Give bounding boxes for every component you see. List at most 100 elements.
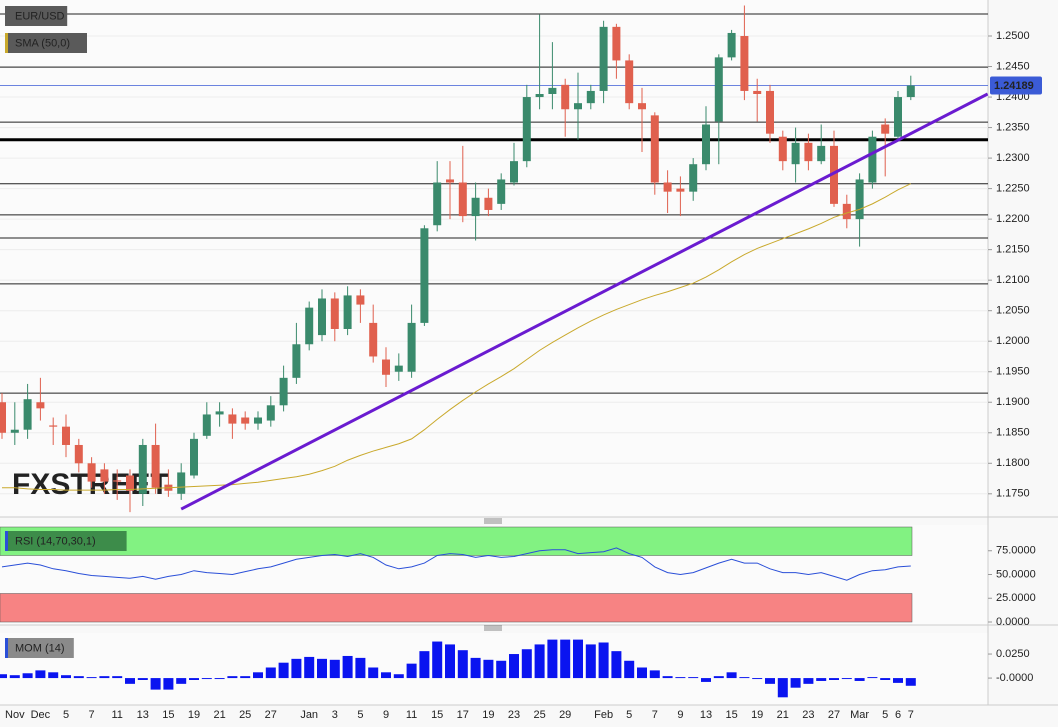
rsi-line	[1, 547, 911, 581]
mom-bar	[150, 678, 161, 690]
last-price-label: 1.24189	[994, 80, 1034, 92]
y-tick-label: 1.2100	[996, 274, 1030, 286]
x-tick-label: 3	[332, 709, 338, 721]
label-text: RSI (14,70,30,1)	[15, 535, 96, 547]
candle-body	[804, 142, 813, 162]
mom-bar	[777, 678, 788, 698]
candle-body	[318, 298, 326, 336]
candle-body	[778, 136, 787, 162]
mom-bar	[112, 676, 123, 679]
mom-bar	[880, 678, 891, 680]
candle-body	[510, 161, 518, 183]
x-tick-label: 19	[482, 709, 494, 721]
candle-body	[420, 228, 429, 323]
candle-body	[330, 298, 339, 329]
candle-body	[714, 57, 723, 122]
y-tick-label: 1.2150	[996, 244, 1030, 256]
mom-bar	[496, 660, 507, 679]
mom-bar	[547, 639, 558, 679]
label-accent	[5, 33, 8, 53]
candle-body	[574, 103, 582, 110]
x-tick-label: 15	[162, 709, 174, 721]
mom-bar	[419, 651, 430, 679]
candle-body	[202, 414, 211, 436]
candle-body	[586, 90, 595, 104]
mom-bar	[790, 678, 801, 688]
candle-body	[126, 475, 134, 491]
label-box	[5, 638, 74, 658]
mom-bar	[86, 677, 97, 679]
candle-body	[369, 322, 378, 357]
mom-bar	[355, 657, 366, 679]
candle-body	[177, 472, 186, 494]
mom-bar	[624, 660, 635, 679]
mom-bar	[905, 678, 916, 686]
candle-body	[356, 295, 365, 305]
candle-body	[497, 179, 506, 204]
x-tick-label: 25	[239, 709, 251, 721]
mom-bar	[637, 667, 647, 679]
candle-body	[766, 90, 774, 134]
mom-bar	[534, 644, 545, 679]
x-tick-label: 21	[213, 709, 225, 721]
mom-bar	[163, 678, 174, 690]
x-tick-label: 7	[89, 709, 95, 721]
x-tick-label: 13	[137, 709, 149, 721]
mom-bar	[0, 674, 7, 679]
mom-bar	[214, 678, 225, 680]
x-tick-label: 9	[677, 709, 683, 721]
x-tick-label: Jan	[300, 709, 318, 721]
mom-bar	[291, 658, 302, 679]
candle-body	[10, 429, 19, 433]
mom-bar	[688, 677, 699, 679]
mom-bar	[483, 659, 494, 679]
y-tick-label: 1.2500	[996, 30, 1030, 42]
y-tick-label: 1.2200	[996, 213, 1030, 225]
candle-body	[0, 402, 6, 433]
y-tick-label: 1.2000	[996, 335, 1030, 347]
y-tick-label: 1.2300	[996, 152, 1030, 164]
mom-bar	[521, 649, 532, 679]
candle-body	[23, 399, 32, 430]
x-tick-label: 5	[63, 709, 69, 721]
candle-body	[138, 444, 147, 494]
mom-bar	[329, 659, 340, 679]
candle-body	[689, 164, 698, 192]
y-tick-label: 1.1750	[996, 488, 1030, 500]
candle-body	[894, 97, 902, 137]
candle-body	[906, 85, 915, 98]
candle-body	[458, 182, 467, 217]
x-tick-label: 27	[265, 709, 277, 721]
y-tick-label: 25.0000	[996, 592, 1036, 604]
candle-body	[74, 444, 83, 464]
main-panel	[0, 0, 988, 517]
candle-body	[100, 469, 109, 482]
mom-bar	[317, 658, 327, 679]
y-tick-label: 1.1850	[996, 427, 1030, 439]
candle-body	[561, 84, 570, 110]
label-text: MOM (14)	[15, 642, 65, 654]
mom-bar	[739, 677, 750, 679]
candle-body	[394, 365, 403, 372]
candle-body	[522, 97, 531, 162]
mom-bar	[816, 678, 827, 681]
candle-body	[753, 90, 762, 94]
y-tick-label: 1.2350	[996, 121, 1030, 133]
mom-bar	[48, 672, 59, 679]
mom-bar	[137, 678, 148, 680]
mom-bar	[867, 677, 878, 679]
candle-body	[535, 94, 544, 98]
label-text: SMA (50,0)	[15, 37, 70, 49]
candle-body	[830, 145, 838, 204]
resize-grip[interactable]	[484, 518, 502, 524]
mom-bar	[662, 676, 673, 679]
x-tick-label: 11	[406, 709, 417, 721]
mom-bar	[253, 672, 263, 679]
x-tick-label: 13	[700, 709, 712, 721]
y-tick-label: 1.2050	[996, 305, 1030, 317]
label-accent	[5, 6, 8, 26]
candle-body	[113, 480, 122, 482]
resize-grip[interactable]	[484, 625, 502, 631]
mom-bar	[342, 655, 353, 679]
